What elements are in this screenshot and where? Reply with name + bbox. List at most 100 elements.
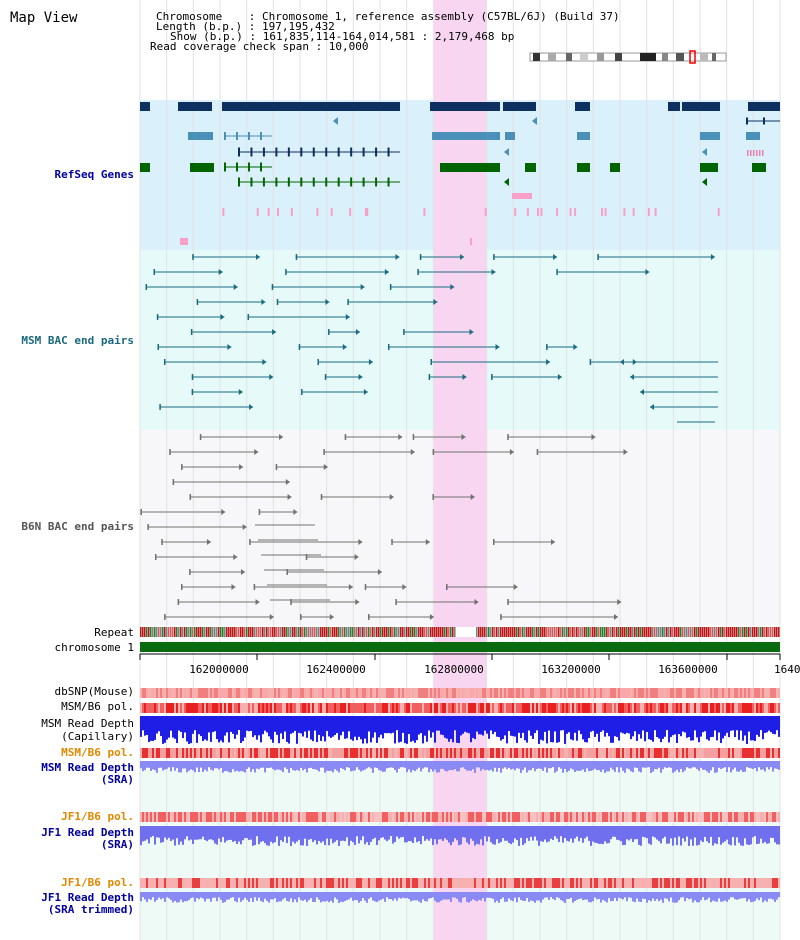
repeat-element (548, 627, 550, 637)
read-depth-bar (568, 761, 570, 771)
read-depth-bar (410, 716, 412, 742)
polymorphism-stripe (566, 812, 568, 822)
read-depth-bar (576, 716, 578, 741)
read-depth-bar (586, 826, 588, 837)
polymorphism-stripe (422, 878, 424, 888)
msm-bac-pair-end (462, 374, 467, 380)
polymorphism-stripe (688, 688, 690, 698)
polymorphism-stripe (154, 688, 156, 698)
polymorphism-stripe (666, 812, 668, 822)
polymorphism-stripe (568, 688, 570, 698)
polymorphism-stripe (182, 748, 184, 758)
read-depth-bar (272, 761, 274, 770)
polymorphism-stripe (526, 812, 528, 822)
repeat-element (262, 627, 264, 637)
read-depth-bar (748, 826, 750, 845)
polymorphism-stripe (530, 748, 532, 758)
polymorphism-stripe (726, 748, 728, 758)
repeat-element (690, 627, 692, 637)
read-depth-bar (672, 761, 674, 773)
read-depth-bar (450, 826, 452, 846)
read-depth-bar (456, 826, 458, 841)
read-depth-bar (412, 892, 414, 901)
polymorphism-stripe (712, 703, 714, 713)
read-depth-bar (600, 716, 602, 732)
b6n-bac-pair-end (551, 539, 556, 545)
polymorphism-stripe (542, 748, 544, 758)
polymorphism-stripe (580, 688, 582, 698)
msm-bac-pair-end (157, 344, 160, 350)
polymorphism-stripe (496, 688, 498, 698)
polymorphism-stripe (380, 703, 382, 713)
read-depth-bar (614, 892, 616, 898)
polymorphism-stripe (320, 748, 322, 758)
read-depth-bar (432, 761, 434, 772)
repeat-element (402, 627, 404, 637)
read-depth-bar (618, 761, 620, 773)
read-depth-bar (454, 826, 456, 839)
polymorphism-stripe (646, 688, 648, 698)
gene-exon (746, 117, 748, 125)
polymorphism-stripe (466, 748, 468, 758)
pink-feature (349, 208, 352, 216)
repeat-element (350, 627, 352, 637)
polymorphism-stripe (602, 688, 604, 698)
track-label-b6n-bac[interactable]: B6N BAC end pairs (21, 520, 134, 533)
read-depth-bar (502, 892, 504, 898)
read-depth-bar (730, 826, 732, 846)
read-depth-bar (478, 761, 480, 768)
read-depth-bar (458, 892, 460, 902)
polymorphism-stripe (476, 878, 478, 888)
polymorphism-stripe (702, 878, 704, 888)
polymorphism-stripe (640, 748, 642, 758)
read-depth-bar (228, 716, 230, 743)
read-depth-bar (674, 826, 676, 838)
polymorphism-stripe (180, 748, 182, 758)
polymorphism-stripe (472, 812, 474, 822)
polymorphism-stripe (568, 748, 570, 758)
polymorphism-stripe (558, 812, 560, 822)
read-depth-bar (422, 826, 424, 837)
polymorphism-stripe (730, 812, 732, 822)
read-depth-bar (582, 892, 584, 901)
read-depth-bar (736, 761, 738, 772)
polymorphism-stripe (432, 688, 434, 698)
repeat-element (392, 627, 394, 637)
read-depth-bar (362, 892, 364, 899)
read-depth-bar (672, 892, 674, 903)
polymorphism-stripe (140, 703, 142, 713)
read-depth-bar (558, 716, 560, 743)
polymorphism-stripe (200, 703, 202, 713)
track-label-refseq[interactable]: RefSeq Genes (54, 168, 134, 181)
polymorphism-stripe (726, 878, 728, 888)
read-depth-bar (252, 716, 254, 738)
polymorphism-stripe (558, 688, 560, 698)
read-depth-bar (530, 826, 532, 837)
read-depth-bar (308, 716, 310, 731)
repeat-element (258, 627, 260, 637)
track-label-msm-bac[interactable]: MSM BAC end pairs (21, 334, 134, 347)
polymorphism-stripe (174, 703, 176, 713)
read-depth-bar (680, 761, 682, 769)
polymorphism-stripe (676, 748, 678, 758)
read-depth-bar (358, 826, 360, 844)
read-depth-bar (384, 892, 386, 902)
read-depth-bar (230, 826, 232, 840)
read-depth-bar (670, 892, 672, 898)
read-depth-bar (250, 826, 252, 840)
read-depth-bar (596, 761, 598, 771)
read-depth-bar (766, 716, 768, 733)
polymorphism-stripe (278, 703, 280, 713)
repeat-element (620, 627, 622, 637)
polymorphism-stripe (506, 812, 508, 822)
polymorphism-stripe (500, 688, 502, 698)
read-depth-bar (742, 761, 744, 772)
read-depth-bar (206, 892, 208, 899)
polymorphism-stripe (192, 878, 194, 888)
polymorphism-stripe (756, 703, 758, 713)
polymorphism-stripe (460, 688, 462, 698)
read-depth-bar (292, 761, 294, 771)
msm-bac-pair-end (355, 329, 360, 335)
polymorphism-stripe (282, 748, 284, 758)
